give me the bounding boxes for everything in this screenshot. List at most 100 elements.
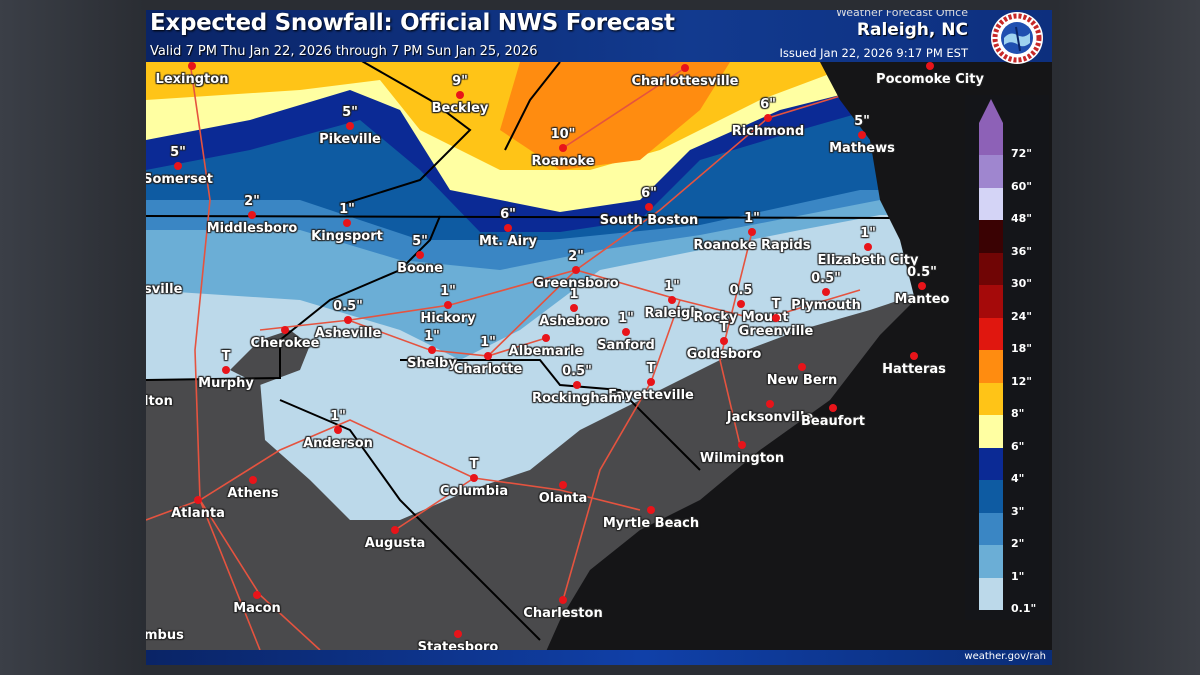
city-name: Murphy — [198, 376, 254, 391]
gray-mountain-patch — [230, 330, 310, 385]
snowfall-amount: 0.5" — [907, 265, 937, 280]
city-dot-icon — [248, 211, 256, 219]
city-dot-icon — [428, 346, 436, 354]
city-name: Charlottesville — [631, 74, 739, 89]
city-name: Boone — [397, 261, 443, 276]
city-name: Plymouth — [791, 298, 861, 313]
legend-swatch — [979, 545, 1003, 578]
snowfall-amount: 6" — [500, 207, 516, 222]
legend-swatch — [979, 382, 1003, 415]
city-name: Anderson — [303, 436, 373, 451]
city-dot-icon — [681, 64, 689, 72]
legend-swatch — [979, 187, 1003, 220]
city-name: New Bern — [766, 373, 838, 388]
city-name: Asheville — [314, 326, 382, 341]
city-dot-icon — [344, 316, 352, 324]
city-name: Pikeville — [319, 132, 381, 147]
legend-swatch — [979, 415, 1003, 448]
legend-label: 2" — [1011, 537, 1025, 550]
city-name: Greensboro — [533, 276, 619, 291]
city-name: Charleston — [523, 606, 603, 621]
snowfall-amount: T — [771, 297, 781, 312]
snowfall-amount: 5" — [412, 234, 428, 249]
city-dot-icon — [416, 251, 424, 259]
city-name: Asheboro — [539, 314, 609, 329]
city-dot-icon — [910, 352, 918, 360]
city-dot-icon — [864, 243, 872, 251]
legend-label: 18" — [1011, 342, 1033, 355]
legend-swatch — [979, 122, 1003, 155]
snowfall-amount: 2" — [568, 249, 584, 264]
city-name: Beaufort — [801, 414, 865, 429]
city-name: Myrtle Beach — [602, 516, 700, 531]
city-name: Cherokee — [250, 336, 320, 351]
legend-swatch — [979, 155, 1003, 188]
legend-label: 30" — [1011, 277, 1033, 290]
city-name: Manteo — [894, 292, 950, 307]
city-name: Raleigh — [644, 306, 700, 321]
snowfall-amount: 6" — [760, 97, 776, 112]
snowfall-forecast-graphic: Lexington 9" Beckley Charlottesville 5" Pikev… — [146, 10, 1052, 665]
legend-swatch — [979, 317, 1003, 350]
city-dot-icon — [559, 144, 567, 152]
snowfall-amount: 1" — [618, 311, 634, 326]
legend-label: 12" — [1011, 374, 1033, 388]
city-dot-icon — [222, 366, 230, 374]
city-dot-icon — [559, 596, 567, 604]
city-dot-icon — [570, 304, 578, 312]
snowfall-amount: 5" — [342, 105, 358, 120]
snowfall-amount: 0.5" — [811, 271, 841, 286]
header-banner: Expected Snowfall: Official NWS Forecast… — [146, 10, 1052, 64]
snowfall-amount: 1" — [664, 279, 680, 294]
snowfall-amount: 1" — [480, 335, 496, 350]
band-12-18in — [500, 62, 730, 170]
snowfall-amount: 1 — [569, 287, 579, 302]
city-name: Wilmington — [699, 451, 785, 466]
city-name: Fayetteville — [608, 388, 694, 403]
city-name: Olanta — [538, 491, 588, 506]
snowfall-amount: 1" — [339, 202, 355, 217]
snowfall-amount: 1" — [330, 409, 346, 424]
snowfall-amount: T — [646, 361, 656, 376]
city-name: Mt. Airy — [478, 234, 538, 249]
city-name: South Boston — [599, 213, 699, 228]
legend-label: 72" — [1011, 147, 1033, 160]
city-dot-icon — [738, 441, 746, 449]
city-dot-icon — [559, 481, 567, 489]
snowfall-amount: 0.5" — [562, 364, 592, 379]
city-dot-icon — [647, 506, 655, 514]
legend-label: 4" — [1011, 472, 1025, 485]
city-dot-icon — [926, 62, 934, 70]
city-dot-icon — [334, 426, 342, 434]
city-dot-icon — [737, 300, 745, 308]
city-dot-icon — [174, 162, 182, 170]
map-title: Expected Snowfall: Official NWS Forecast — [150, 10, 675, 36]
legend-swatch — [979, 577, 1003, 610]
city-dot-icon — [764, 114, 772, 122]
city-name: Jacksonville — [726, 410, 814, 425]
city-name: Macon — [233, 601, 281, 616]
legend-label: 1" — [1011, 569, 1025, 583]
city-name: Sanford — [597, 338, 655, 353]
city-dot-icon — [766, 400, 774, 408]
snowfall-legend: 0.1" 1" 2" 3" 4" 6" 8" 12" 18" 24" 30" 36" 48" 60" 72" — [965, 95, 1049, 620]
city-name: Hickory — [420, 311, 476, 326]
legend-label: 60" — [1011, 179, 1033, 193]
website-link[interactable]: weather.gov/rah — [964, 651, 1046, 662]
city-dot-icon — [456, 91, 464, 99]
legend-label: 24" — [1011, 309, 1033, 323]
city-name: Pocomoke City — [876, 72, 984, 87]
city-name: Middlesboro — [206, 221, 298, 236]
city-dot-icon — [249, 476, 257, 484]
city-name: sville — [146, 282, 183, 297]
city-name: Richmond — [731, 124, 805, 139]
city-name: Roanoke — [531, 154, 595, 169]
city-name: Greenville — [738, 324, 814, 339]
city-dot-icon — [798, 363, 806, 371]
snowfall-amount: T — [221, 349, 231, 364]
snowfall-amount: 0.5 — [729, 283, 753, 298]
city-dot-icon — [444, 301, 452, 309]
city-dot-icon — [822, 288, 830, 296]
city-dot-icon — [622, 328, 630, 336]
legend-label: 0.1" — [1011, 602, 1037, 615]
